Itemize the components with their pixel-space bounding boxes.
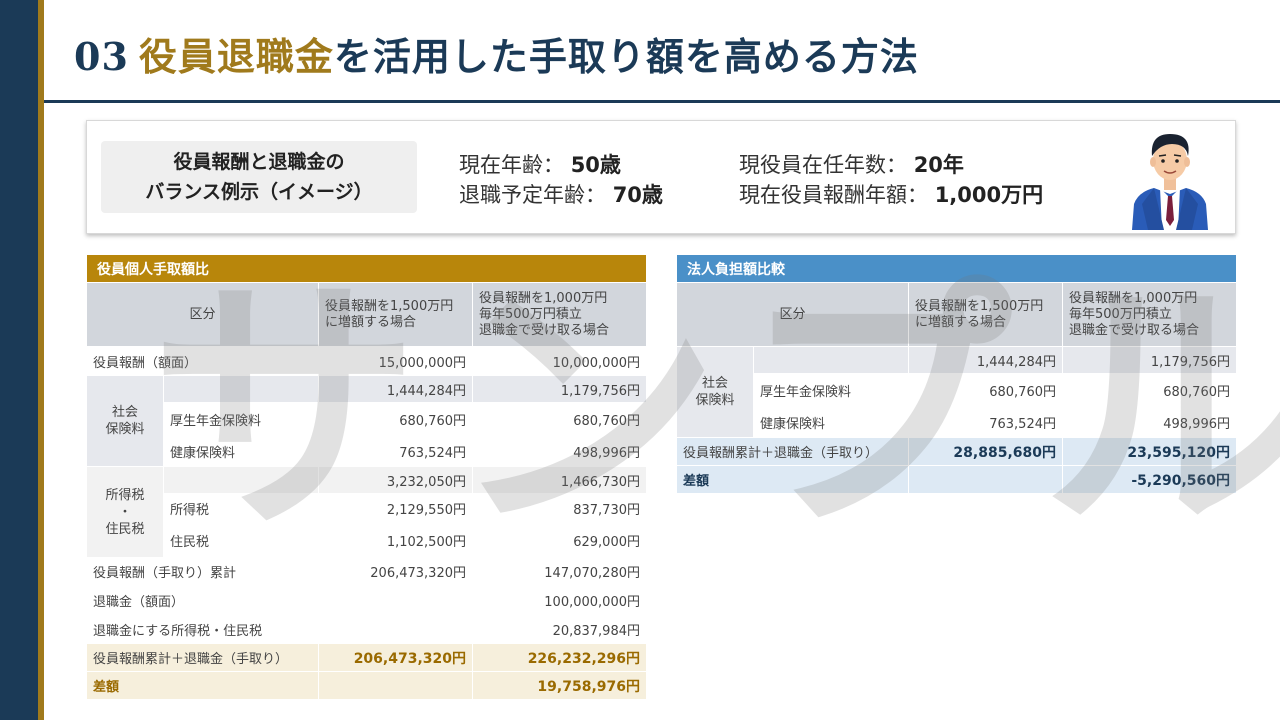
tenure: 現役員在任年数： 20年 — [739, 149, 964, 179]
shakai-group-label: 社会 保険料 — [86, 375, 164, 467]
taishoku-tax-a — [318, 614, 473, 644]
kenko-a: 763,524円 — [318, 436, 473, 467]
table2-col-kubun: 区分 — [676, 282, 909, 347]
title-highlight: 役員退職金 — [138, 34, 334, 79]
left-navy-bar — [0, 0, 38, 720]
t2-kenko-b: 498,996円 — [1062, 407, 1237, 438]
retire-age-value: 70歳 — [612, 183, 663, 207]
t2-kenko-label: 健康保険料 — [753, 407, 909, 438]
kenko-label: 健康保険料 — [163, 436, 319, 467]
kosei-b: 680,760円 — [472, 402, 647, 437]
table2-title: 法人負担額比較 — [676, 254, 1237, 283]
retire-age: 退職予定年齢： 70歳 — [459, 179, 663, 209]
taishoku-b: 100,000,000円 — [472, 585, 647, 615]
row-gakumen-label: 役員報酬（額面） — [86, 346, 319, 376]
total-a: 206,473,320円 — [318, 643, 473, 672]
t2-kosei-label: 厚生年金保険料 — [753, 373, 909, 408]
taishoku-a — [318, 585, 473, 615]
t2-total-b: 23,595,120円 — [1062, 437, 1237, 466]
jumin-a: 1,102,500円 — [318, 522, 473, 558]
table1-col-b: 役員報酬を1,000万円 毎年500万円積立 退職金で受け取る場合 — [472, 282, 647, 347]
shotoku-label: 所得税 — [163, 493, 319, 523]
t2-kosei-b: 680,760円 — [1062, 373, 1237, 408]
t2-total-a: 28,885,680円 — [908, 437, 1063, 466]
ruikei-a: 206,473,320円 — [318, 557, 473, 586]
tax-total-a: 3,232,050円 — [318, 466, 473, 494]
diff-b: 19,758,976円 — [472, 671, 647, 700]
title-underline — [44, 100, 1280, 103]
t2-shakai-group-label: 社会 保険料 — [676, 346, 754, 438]
diff-label: 差額 — [86, 671, 319, 700]
jumin-label: 住民税 — [163, 522, 319, 558]
title-number: 03 — [74, 34, 129, 79]
current-pay: 現在役員報酬年額： 1,000万円 — [739, 179, 1043, 209]
current-pay-label: 現在役員報酬年額： — [739, 183, 928, 207]
kenko-b: 498,996円 — [472, 436, 647, 467]
t2-diff-b: -5,290,560円 — [1062, 465, 1237, 494]
t2-kenko-a: 763,524円 — [908, 407, 1063, 438]
t2-diff-a — [908, 465, 1063, 494]
total-label: 役員報酬累計＋退職金（手取り） — [86, 643, 319, 672]
left-gold-bar — [38, 0, 44, 720]
diff-a — [318, 671, 473, 700]
t2-total-label: 役員報酬累計＋退職金（手取り） — [676, 437, 909, 466]
table1-title: 役員個人手取額比 — [86, 254, 647, 283]
table1-col-a: 役員報酬を1,500万円 に増額する場合 — [318, 282, 473, 347]
title-rest: を活用した手取り額を高める方法 — [333, 34, 919, 79]
t2-diff-label: 差額 — [676, 465, 909, 494]
tax-total-label — [163, 466, 319, 494]
current-pay-value: 1,000万円 — [934, 183, 1044, 207]
taishoku-label: 退職金（額面） — [86, 585, 319, 615]
shakai-total-a: 1,444,284円 — [318, 375, 473, 403]
total-b: 226,232,296円 — [472, 643, 647, 672]
shotoku-b: 837,730円 — [472, 493, 647, 523]
shotoku-a: 2,129,550円 — [318, 493, 473, 523]
ruikei-label: 役員報酬（手取り）累計 — [86, 557, 319, 586]
row-gakumen-b: 10,000,000円 — [472, 346, 647, 376]
kosei-a: 680,760円 — [318, 402, 473, 437]
t2-kosei-a: 680,760円 — [908, 373, 1063, 408]
table1-col-kubun: 区分 — [86, 282, 319, 347]
personal-takehome-table: 役員個人手取額比 区分 役員報酬を1,500万円 に増額する場合 役員報酬を1,… — [86, 254, 647, 700]
table2-col-b: 役員報酬を1,000万円 毎年500万円積立 退職金で受け取る場合 — [1062, 282, 1237, 347]
info-label: 役員報酬と退職金の バランス例示（イメージ） — [101, 141, 417, 213]
table2-col-a: 役員報酬を1,500万円 に増額する場合 — [908, 282, 1063, 347]
shakai-total-label — [163, 375, 319, 403]
row-gakumen-a: 15,000,000円 — [318, 346, 473, 376]
current-age-value: 50歳 — [570, 153, 621, 177]
current-age: 現在年齢： 50歳 — [459, 149, 621, 179]
tax-group-label: 所得税 ・ 住民税 — [86, 466, 164, 558]
t2-shakai-total-b: 1,179,756円 — [1062, 346, 1237, 374]
businessman-avatar-icon — [1132, 134, 1208, 230]
current-age-label: 現在年齢： — [459, 153, 564, 177]
page-title: 03 役員退職金を活用した手取り額を高める方法 — [74, 26, 919, 81]
corporate-burden-table: 法人負担額比較 区分 役員報酬を1,500万円 に増額する場合 役員報酬を1,0… — [676, 254, 1237, 494]
tenure-value: 20年 — [913, 153, 964, 177]
t2-shakai-total-label — [753, 346, 909, 374]
taishoku-tax-b: 20,837,984円 — [472, 614, 647, 644]
shakai-total-b: 1,179,756円 — [472, 375, 647, 403]
info-box: 役員報酬と退職金の バランス例示（イメージ） 現在年齢： 50歳 退職予定年齢：… — [86, 120, 1236, 234]
t2-shakai-total-a: 1,444,284円 — [908, 346, 1063, 374]
taishoku-tax-label: 退職金にする所得税・住民税 — [86, 614, 319, 644]
retire-age-label: 退職予定年齢： — [459, 183, 606, 207]
tax-total-b: 1,466,730円 — [472, 466, 647, 494]
tenure-label: 現役員在任年数： — [739, 153, 907, 177]
jumin-b: 629,000円 — [472, 522, 647, 558]
kosei-label: 厚生年金保険料 — [163, 402, 319, 437]
ruikei-b: 147,070,280円 — [472, 557, 647, 586]
